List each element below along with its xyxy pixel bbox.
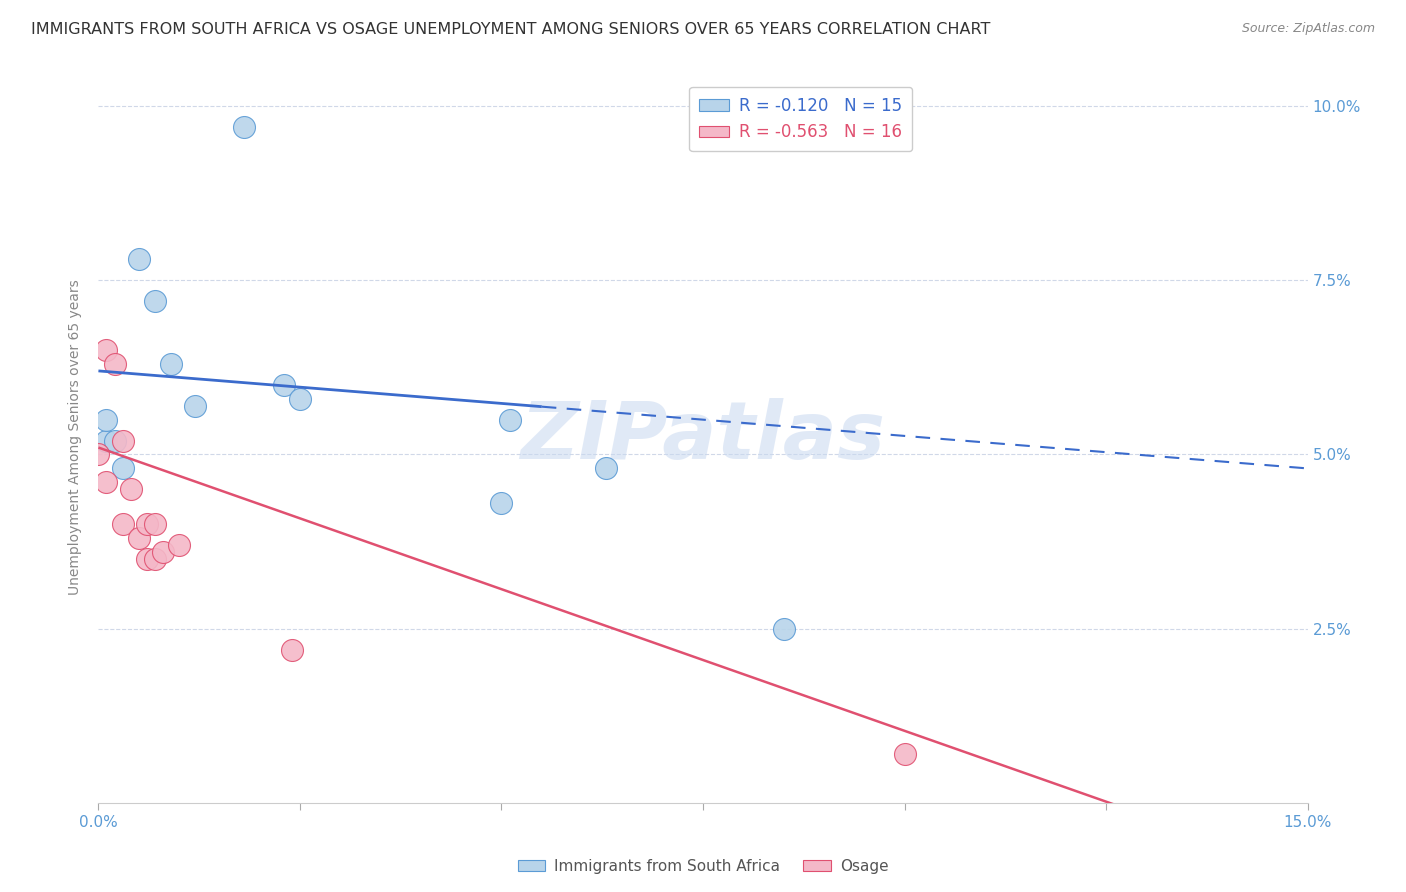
Legend: R = -0.120   N = 15, R = -0.563   N = 16: R = -0.120 N = 15, R = -0.563 N = 16 [689, 87, 912, 152]
Point [273, 377, 295, 392]
Point [893, 747, 915, 761]
Point [135, 552, 157, 566]
Text: IMMIGRANTS FROM SOUTH AFRICA VS OSAGE UNEMPLOYMENT AMONG SENIORS OVER 65 YEARS C: IMMIGRANTS FROM SOUTH AFRICA VS OSAGE UN… [31, 22, 990, 37]
Point [595, 461, 617, 475]
Point [128, 531, 150, 545]
Point [111, 461, 134, 475]
Point [120, 483, 142, 497]
Point [498, 412, 520, 426]
Point [96, 412, 118, 426]
Point [281, 642, 304, 657]
Point [232, 120, 254, 134]
Point [103, 434, 125, 448]
Point [96, 475, 118, 490]
Point [143, 552, 166, 566]
Point [288, 392, 311, 406]
Point [96, 434, 118, 448]
Point [111, 517, 134, 532]
Point [167, 538, 190, 552]
Point [491, 496, 513, 510]
Point [184, 399, 207, 413]
Point [135, 517, 157, 532]
Legend: Immigrants from South Africa, Osage: Immigrants from South Africa, Osage [512, 853, 894, 880]
Text: ZIPatlas: ZIPatlas [520, 398, 886, 476]
Point [143, 294, 166, 309]
Point [96, 343, 118, 357]
Point [772, 622, 794, 636]
Point [87, 448, 110, 462]
Point [160, 357, 183, 371]
Point [143, 517, 166, 532]
Y-axis label: Unemployment Among Seniors over 65 years: Unemployment Among Seniors over 65 years [69, 279, 83, 595]
Point [103, 357, 125, 371]
Point [152, 545, 174, 559]
Point [128, 252, 150, 267]
Point [111, 434, 134, 448]
Text: Source: ZipAtlas.com: Source: ZipAtlas.com [1241, 22, 1375, 36]
